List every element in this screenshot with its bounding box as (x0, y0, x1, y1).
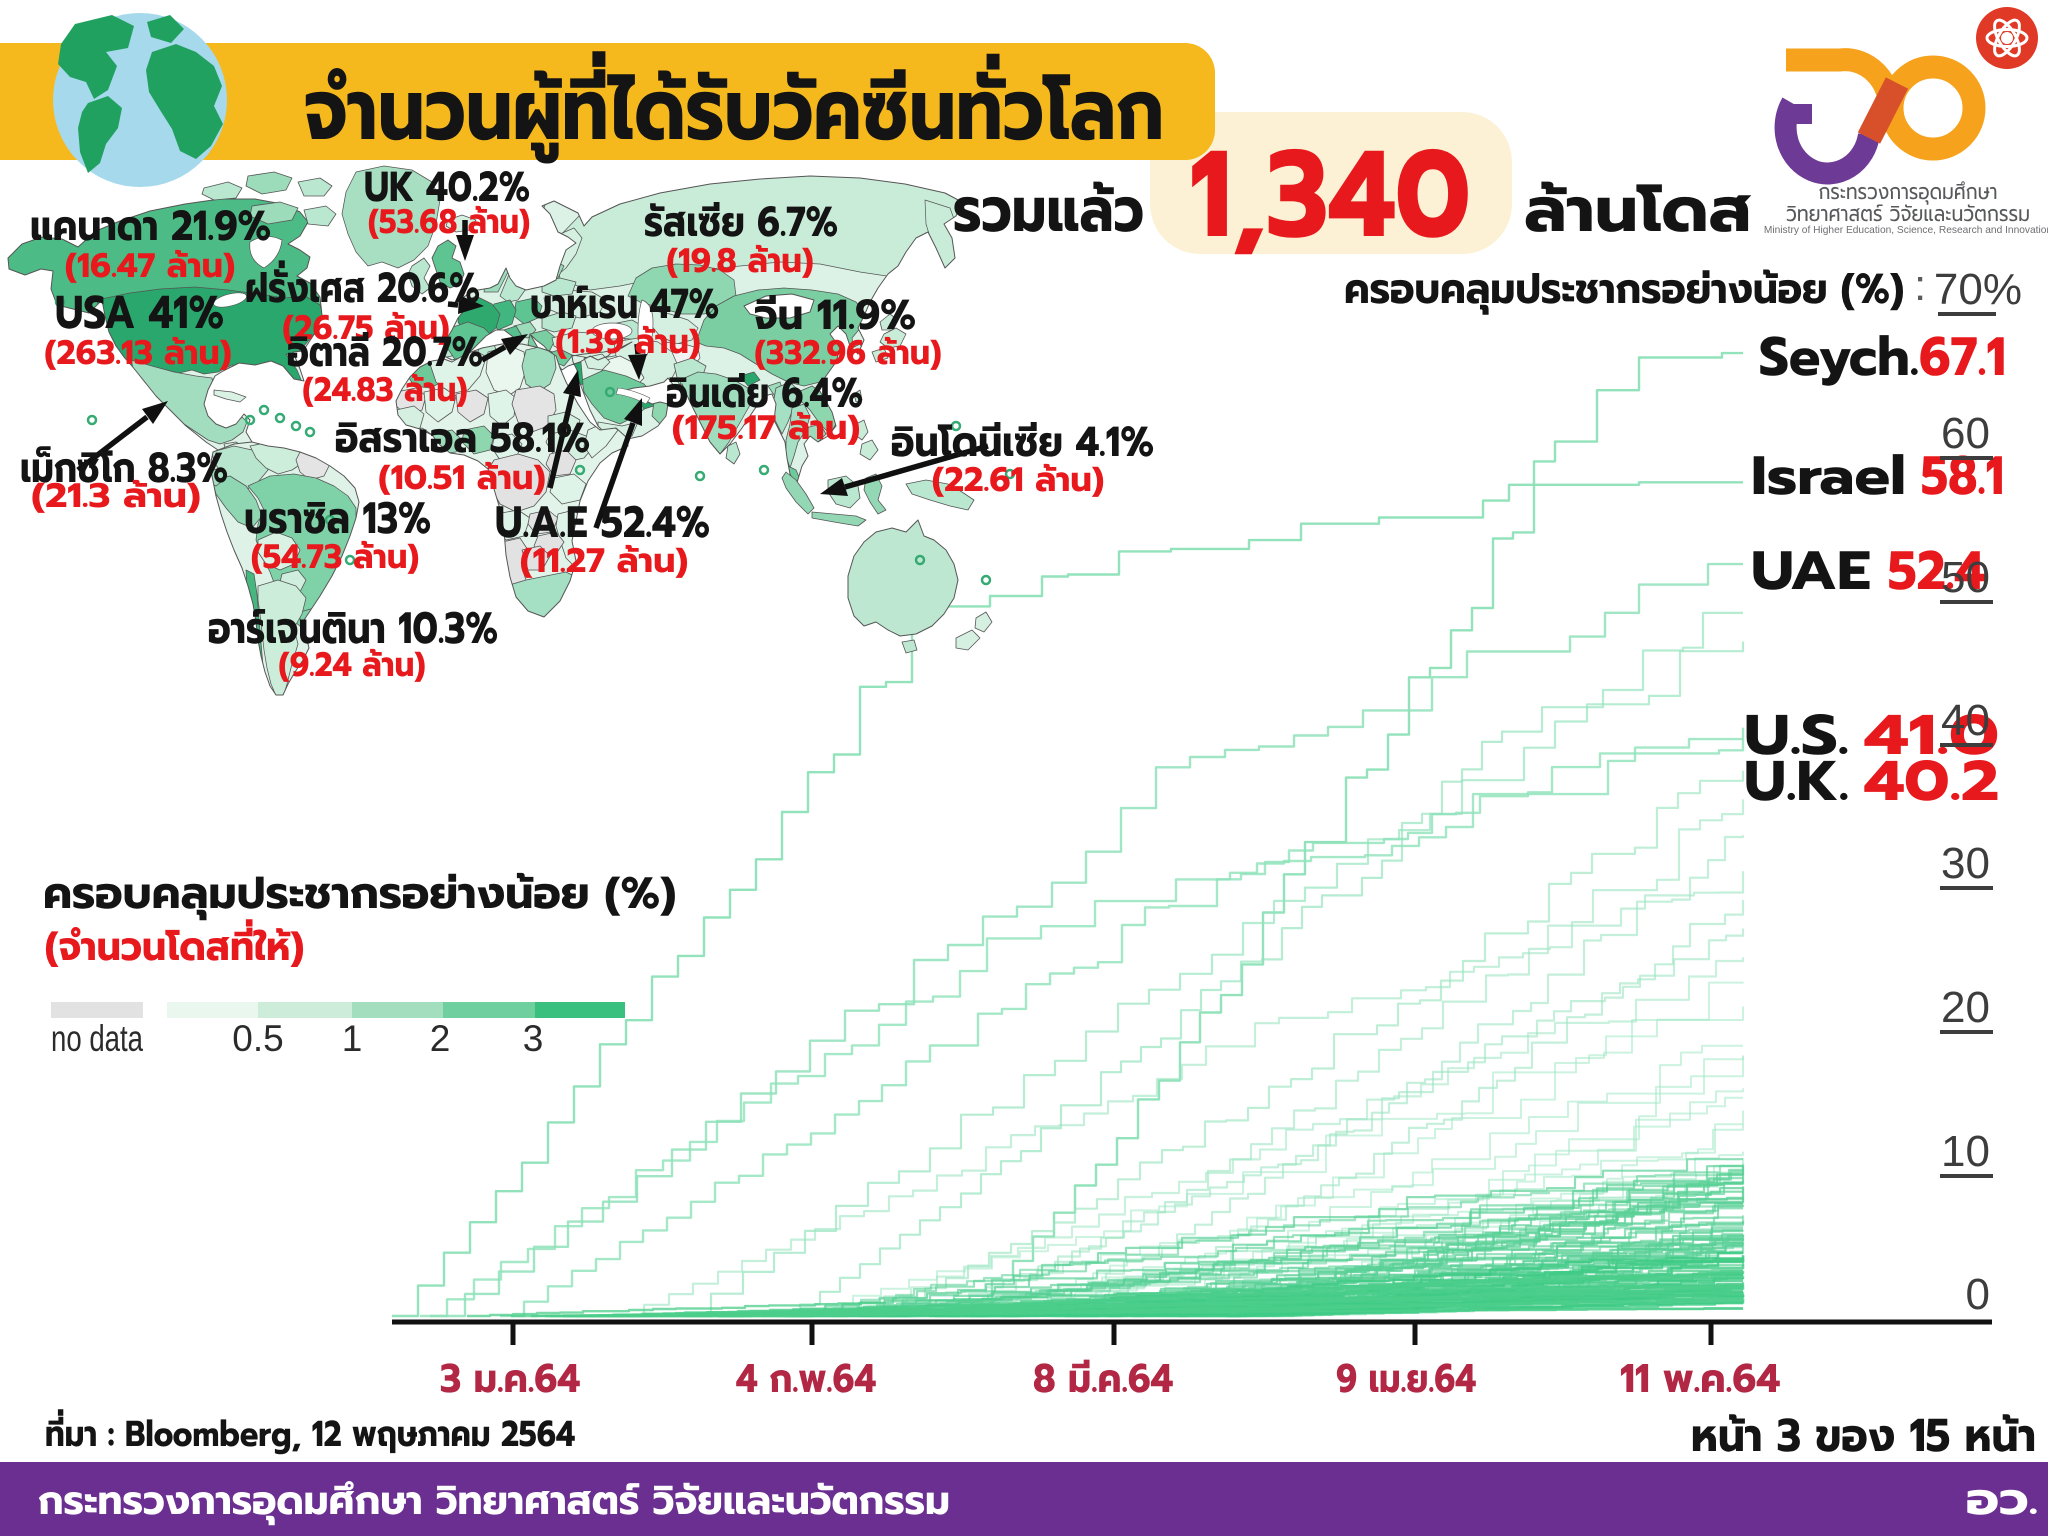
svg-text:60: 60 (1941, 409, 1990, 458)
svg-text:10: 10 (1941, 1127, 1990, 1176)
svg-text:40: 40 (1941, 696, 1990, 745)
svg-text:30: 30 (1941, 839, 1990, 888)
svg-text:20: 20 (1941, 983, 1990, 1032)
svg-text:no data: no data (51, 1018, 143, 1059)
svg-text:70%: 70% (1934, 265, 2022, 314)
svg-text:50: 50 (1941, 553, 1990, 602)
svg-text:0.5: 0.5 (232, 1018, 283, 1059)
svg-text:1: 1 (342, 1018, 363, 1059)
svg-text:0: 0 (1966, 1270, 1990, 1319)
svg-text:3: 3 (523, 1018, 544, 1059)
svg-text::: : (1914, 261, 1926, 310)
svg-text:Ministry of Higher Education,: Ministry of Higher Education, Science, R… (1764, 225, 2048, 236)
svg-text:2: 2 (430, 1018, 451, 1059)
